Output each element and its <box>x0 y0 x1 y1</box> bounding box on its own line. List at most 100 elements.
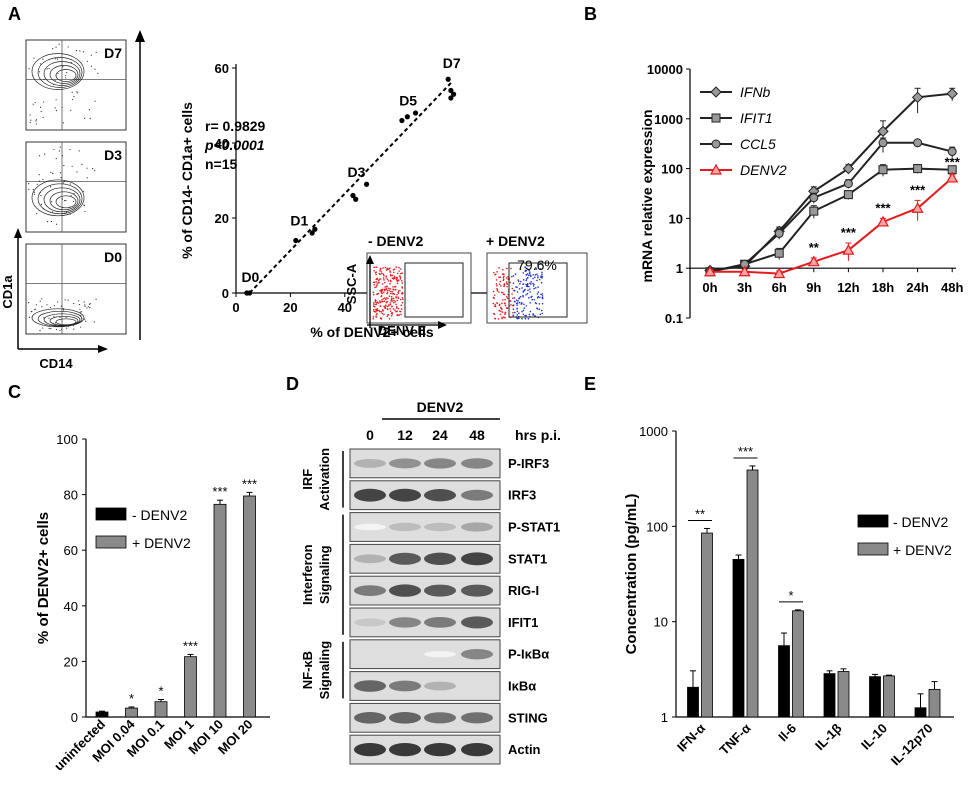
flow-event <box>59 329 61 332</box>
blot-group-label: Activation <box>317 448 332 511</box>
chart-b-marker <box>709 163 723 175</box>
blot-band <box>424 584 456 597</box>
chart-b-legend-label: CCL5 <box>740 136 776 152</box>
inset-event <box>524 270 527 272</box>
flow-event <box>78 150 80 152</box>
flow-event <box>61 198 63 200</box>
flow-event <box>50 327 52 330</box>
inset-event <box>386 285 388 288</box>
flow-event <box>86 307 88 309</box>
panel-letter-e: E <box>584 374 596 394</box>
inset-event <box>388 304 390 306</box>
flow-plot-frame <box>25 141 127 233</box>
inset-event <box>534 274 537 276</box>
flow-event <box>82 51 85 53</box>
blot-band <box>424 522 456 532</box>
inset-event <box>522 279 525 281</box>
chart-e-bar <box>823 673 836 718</box>
inset-y-arrowhead <box>366 255 374 264</box>
inset-event <box>391 311 393 314</box>
inset-event <box>533 287 535 290</box>
flow-event <box>80 317 83 319</box>
inset-event <box>537 295 540 298</box>
inset-event <box>376 293 378 296</box>
flow-event <box>62 66 64 68</box>
chart-e-bar <box>732 558 745 718</box>
flow-event <box>76 171 78 173</box>
inset-event <box>509 300 512 302</box>
inset-event <box>520 301 523 304</box>
inset-event <box>528 313 531 316</box>
chart-e-bar <box>869 676 881 718</box>
inset-event <box>496 289 499 292</box>
inset-event <box>383 289 386 292</box>
inset-event <box>504 312 506 314</box>
inset-event <box>506 267 508 270</box>
inset-event <box>504 298 506 301</box>
inset-event <box>383 305 386 308</box>
inset-event <box>386 268 389 271</box>
inset-event <box>395 266 398 268</box>
inset-event <box>503 285 505 288</box>
inset-event <box>384 266 387 269</box>
inset-event <box>373 283 376 286</box>
inset-event <box>373 308 375 311</box>
flow-event <box>62 182 64 184</box>
chart-b-ylabel: mRNA relative expression <box>639 110 655 283</box>
chart-b-marker <box>843 179 853 189</box>
inset-event <box>540 293 542 296</box>
chart-b-series-line <box>709 167 953 273</box>
blot-band <box>354 523 386 531</box>
inset-event <box>511 287 514 290</box>
inset-event <box>528 285 530 288</box>
flow-event <box>55 157 57 160</box>
flow-event <box>67 299 69 301</box>
blot-group-label: Signaling <box>317 545 332 604</box>
inset-event <box>391 305 393 308</box>
flow-event <box>90 65 92 67</box>
blot-band <box>461 489 493 501</box>
flow-event <box>89 117 91 120</box>
inset-event <box>393 301 395 304</box>
flow-event <box>35 120 37 122</box>
blot-band <box>461 458 493 469</box>
flow-event <box>38 174 40 176</box>
scatter-a-y-tick-label: 60 <box>215 61 229 76</box>
chart-c-y-tick-label: 60 <box>64 543 78 558</box>
inset-event <box>396 280 399 282</box>
blot-band <box>461 743 493 757</box>
inset-event <box>498 283 501 286</box>
flow-event <box>33 191 36 193</box>
inset-event <box>493 313 496 315</box>
inset-event <box>541 296 544 299</box>
inset-event <box>534 315 536 317</box>
inset-event <box>392 297 395 300</box>
inset-event <box>375 278 377 281</box>
inset-event <box>509 281 511 284</box>
inset-gate <box>508 262 568 318</box>
inset-event <box>526 273 529 275</box>
inset-event <box>496 302 498 304</box>
flow-event <box>32 188 34 191</box>
inset-event <box>501 291 503 294</box>
inset-event <box>492 302 495 305</box>
inset-event <box>525 305 528 307</box>
chart-e-significance: *** <box>738 444 753 459</box>
blot-band <box>424 743 456 757</box>
blot-timepoint: 0 <box>366 427 374 443</box>
scatter-a-point <box>451 91 457 97</box>
inset-event <box>515 286 517 288</box>
inset-event <box>530 281 533 283</box>
inset-event <box>372 302 375 304</box>
flow-axes <box>14 30 145 353</box>
scatter-a-y-tick-label: 0 <box>222 286 229 301</box>
flow-event <box>65 211 67 213</box>
blot-band <box>354 554 386 564</box>
inset-event <box>532 274 534 276</box>
inset-event <box>541 293 544 295</box>
flow-event <box>55 110 58 112</box>
chart-c-legend-swatch <box>95 535 127 549</box>
inset-event <box>533 276 536 279</box>
inset-event <box>540 309 543 312</box>
inset-event <box>397 290 400 292</box>
